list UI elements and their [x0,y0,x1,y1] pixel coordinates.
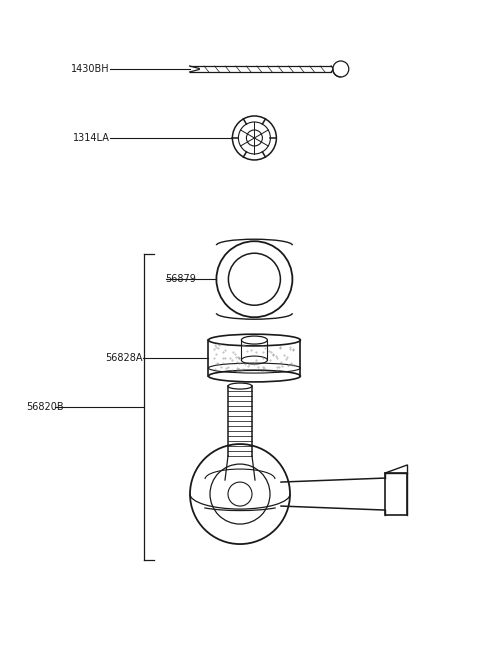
Bar [385,473,407,515]
Text: 56820B: 56820B [26,402,64,412]
Text: 56879: 56879 [166,274,196,284]
Text: 1430BH: 1430BH [71,64,109,74]
Text: 1314LA: 1314LA [72,133,109,143]
Text: 56828A: 56828A [105,353,143,363]
